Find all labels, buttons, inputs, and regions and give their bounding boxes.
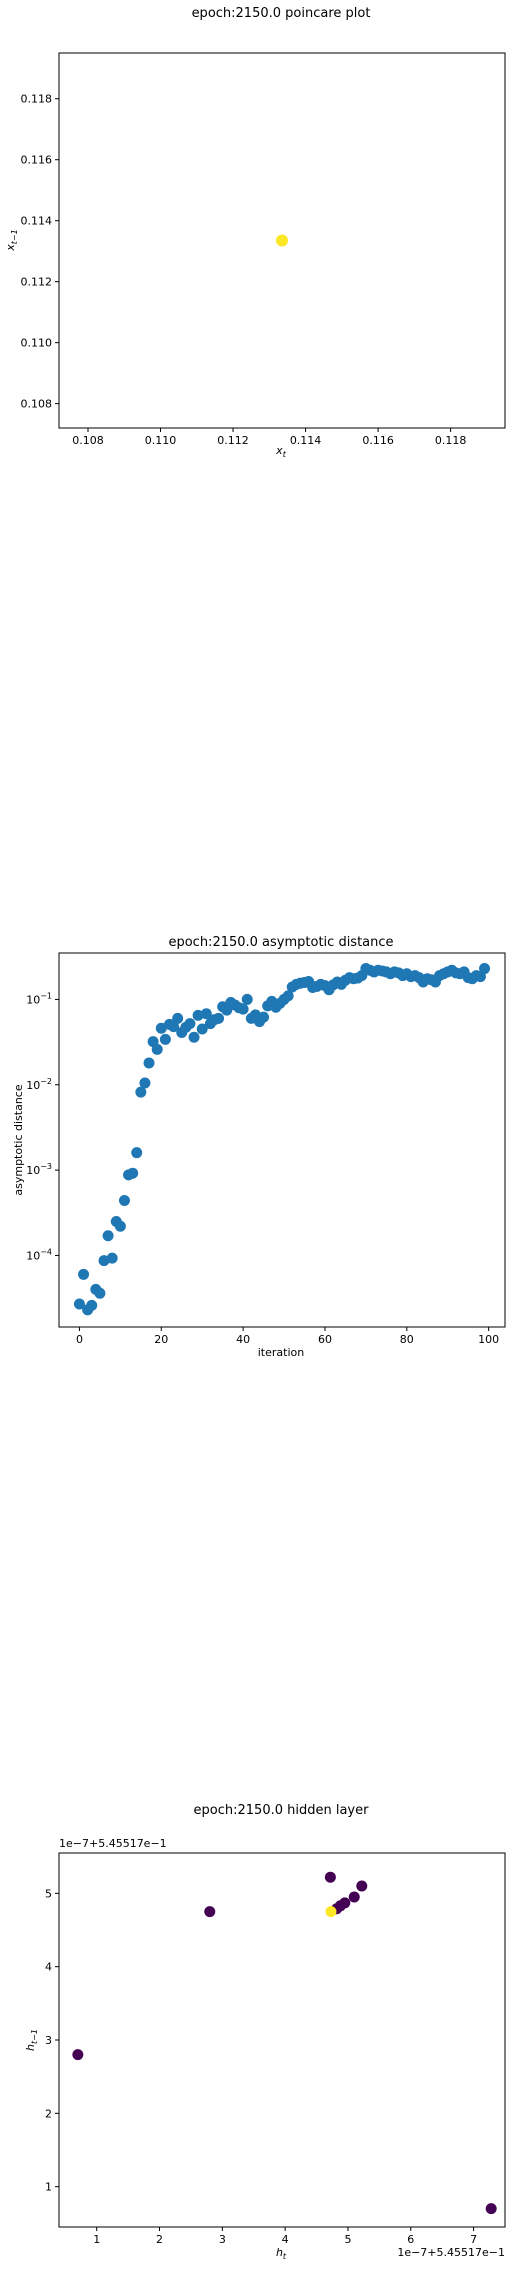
asymptotic-point [168, 1021, 180, 1033]
asymptotic-y-ticks: 10−4 10−3 10−2 10−1 [26, 991, 59, 1262]
hidden-layer-x-label: ht [276, 2246, 287, 2261]
asymptotic-x-tick-label: 20 [154, 1333, 168, 1346]
hidden-layer-x-ticks: 1 2 3 4 5 6 7 [93, 2227, 477, 2246]
asymptotic-point [86, 1299, 98, 1311]
poincare-x-label: xt [275, 444, 287, 459]
poincare-y-tick-label: 0.114 [21, 215, 53, 228]
hidden-layer-y-tick-label: 4 [45, 1961, 52, 1974]
hidden-layer-x-offset-label: 1e−7+5.45517e−1 [397, 2246, 505, 2259]
poincare-y-tick-label: 0.118 [21, 93, 53, 106]
asymptotic-point [127, 1167, 139, 1179]
asymptotic-panel: epoch:2150.0 asymptotic distance 0 20 40 60… [12, 935, 506, 1359]
asymptotic-y-tick-label: 10−4 [26, 1247, 52, 1262]
hidden-layer-x-tick-label: 5 [344, 2233, 351, 2246]
asymptotic-point [282, 990, 294, 1002]
asymptotic-point [479, 963, 491, 975]
asymptotic-point [106, 1252, 118, 1264]
poincare-panel: epoch:2150.0 poincare plot 0.108 0.110 0.1… [4, 6, 506, 459]
poincare-x-tick-label: 0.118 [435, 434, 467, 447]
poincare-y-ticks: 0.108 0.110 0.112 0.114 0.116 0.118 [21, 93, 59, 411]
asymptotic-point [139, 1077, 151, 1089]
hidden-layer-point [72, 2049, 84, 2061]
asymptotic-point [159, 1033, 171, 1045]
poincare-y-label: xt−1 [4, 229, 19, 251]
asymptotic-point [143, 1057, 155, 1069]
asymptotic-y-tick-label: 10−3 [26, 1162, 52, 1177]
hidden-layer-y-tick-label: 2 [45, 2107, 52, 2120]
hidden-layer-x-tick-label: 4 [282, 2233, 289, 2246]
asymptotic-x-tick-label: 0 [76, 1333, 83, 1346]
asymptotic-point [172, 1012, 184, 1024]
poincare-points [276, 234, 288, 247]
asymptotic-point [73, 1298, 85, 1310]
poincare-y-tick-label: 0.108 [21, 398, 53, 411]
hidden-layer-point [204, 1906, 216, 1918]
hidden-layer-axes-frame [58, 1852, 506, 2228]
poincare-x-tick-label: 0.116 [362, 434, 394, 447]
hidden-layer-y-tick-label: 1 [45, 2181, 52, 2194]
hidden-layer-x-tick-label: 6 [407, 2233, 414, 2246]
asymptotic-point [78, 1268, 90, 1280]
poincare-title: epoch:2150.0 poincare plot [192, 6, 371, 21]
asymptotic-point [94, 1287, 106, 1299]
asymptotic-point [118, 1195, 130, 1207]
asymptotic-point [213, 1012, 225, 1024]
asymptotic-point [237, 1003, 249, 1015]
hidden-layer-x-tick-label: 1 [93, 2233, 100, 2246]
hidden-layer-point [325, 1906, 337, 1918]
asymptotic-points [73, 963, 491, 1316]
poincare-y-tick-label: 0.110 [21, 337, 53, 350]
asymptotic-point [114, 1220, 126, 1232]
asymptotic-y-label: asymptotic distance [12, 1084, 25, 1195]
asymptotic-point [131, 1147, 143, 1159]
poincare-x-tick-label: 0.112 [217, 434, 249, 447]
asymptotic-point [200, 1008, 212, 1020]
asymptotic-y-tick-label: 10−2 [26, 1077, 52, 1092]
poincare-y-tick-label: 0.112 [21, 276, 53, 289]
asymptotic-x-tick-label: 60 [318, 1333, 332, 1346]
poincare-x-ticks: 0.108 0.110 0.112 0.114 0.116 0.118 [72, 428, 466, 447]
hidden-layer-y-tick-label: 3 [45, 2034, 52, 2047]
poincare-x-tick-label: 0.110 [145, 434, 177, 447]
hidden-layer-x-tick-label: 3 [219, 2233, 226, 2246]
asymptotic-point [196, 1023, 208, 1035]
asymptotic-point [151, 1043, 163, 1055]
asymptotic-point [241, 993, 253, 1005]
hidden-layer-panel: epoch:2150.0 hidden layer 1e−7+5.45517e−… [24, 1803, 506, 2261]
asymptotic-point [258, 1011, 270, 1023]
hidden-layer-x-tick-label: 2 [156, 2233, 163, 2246]
asymptotic-x-tick-label: 40 [236, 1333, 250, 1346]
poincare-x-tick-label: 0.108 [72, 434, 104, 447]
poincare-axes-frame [58, 52, 506, 429]
hidden-layer-y-ticks: 1 2 3 4 5 [45, 1887, 59, 2194]
asymptotic-x-tick-label: 80 [400, 1333, 414, 1346]
hidden-layer-point [356, 1880, 368, 1892]
hidden-layer-x-tick-label: 7 [470, 2233, 477, 2246]
hidden-layer-point [324, 1871, 336, 1883]
hidden-layer-y-offset-label: 1e−7+5.45517e−1 [59, 1837, 167, 1850]
asymptotic-x-ticks: 0 20 40 60 80 100 [76, 1327, 499, 1346]
asymptotic-axes-frame [58, 952, 506, 1328]
asymptotic-point [184, 1018, 196, 1030]
asymptotic-point [192, 1009, 204, 1021]
asymptotic-point [135, 1086, 147, 1098]
poincare-x-tick-label: 0.114 [290, 434, 322, 447]
hidden-layer-title: epoch:2150.0 hidden layer [194, 1803, 370, 1818]
asymptotic-x-tick-label: 100 [478, 1333, 499, 1346]
hidden-layer-points [72, 1871, 497, 2215]
asymptotic-y-tick-label: 10−1 [26, 991, 52, 1006]
poincare-y-tick-label: 0.116 [21, 154, 53, 167]
hidden-layer-point [485, 2203, 497, 2215]
asymptotic-point [155, 1022, 167, 1034]
hidden-layer-y-label: ht−1 [24, 2029, 39, 2051]
asymptotic-point [188, 1031, 200, 1043]
asymptotic-point [102, 1230, 114, 1242]
hidden-layer-y-tick-label: 5 [45, 1887, 52, 1900]
asymptotic-x-label: iteration [258, 1346, 304, 1359]
poincare-point [276, 234, 288, 247]
asymptotic-title: epoch:2150.0 asymptotic distance [168, 935, 393, 950]
hidden-layer-point [348, 1891, 360, 1903]
